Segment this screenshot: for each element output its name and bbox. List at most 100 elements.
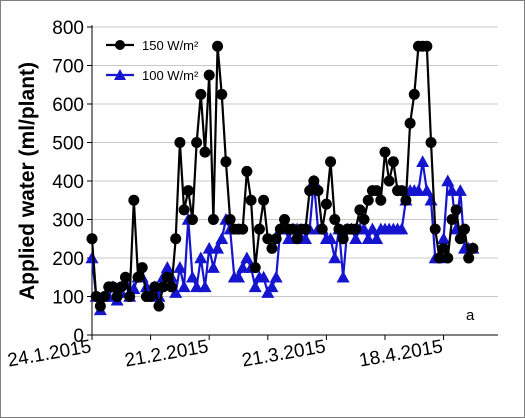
data-point — [173, 261, 187, 273]
data-point — [99, 291, 111, 302]
data-point — [231, 270, 245, 283]
data-point — [437, 232, 451, 244]
data-point — [202, 241, 216, 254]
data-point — [463, 252, 475, 264]
data-point — [433, 252, 445, 264]
data-point — [396, 185, 408, 197]
y-axis-label: Applied water (ml/plant) — [16, 62, 39, 300]
x-tick-label: 24.1.2015 — [6, 336, 93, 371]
data-point — [212, 40, 224, 52]
data-point — [174, 137, 186, 148]
data-point — [291, 233, 303, 245]
data-point — [94, 300, 106, 312]
data-point — [111, 291, 123, 302]
data-point — [191, 137, 203, 148]
data-point — [467, 242, 479, 254]
data-point — [182, 185, 194, 197]
data-point — [274, 223, 286, 235]
data-point — [375, 194, 387, 206]
data-point — [211, 241, 225, 254]
data-point — [282, 232, 296, 244]
data-point — [178, 204, 190, 216]
data-point — [361, 232, 375, 244]
data-point — [149, 281, 161, 293]
legend-label: 100 W/m² — [142, 68, 199, 83]
data-point — [266, 242, 278, 254]
y-tick-label: 400 — [52, 172, 84, 193]
data-point — [139, 280, 153, 293]
data-point — [215, 232, 229, 244]
data-point — [198, 280, 212, 293]
data-point — [370, 232, 384, 244]
data-point — [257, 270, 271, 283]
data-point — [438, 242, 450, 254]
data-point — [152, 290, 166, 302]
series-layer — [85, 40, 480, 316]
data-point — [161, 271, 173, 283]
data-point — [195, 88, 207, 100]
y-tick-label: 700 — [52, 57, 84, 78]
data-point — [395, 222, 409, 235]
data-point — [446, 214, 458, 225]
data-point — [160, 261, 174, 273]
data-point — [316, 223, 328, 235]
series-line — [90, 45, 474, 309]
data-point — [453, 184, 467, 196]
data-point — [265, 280, 279, 293]
data-point — [425, 137, 437, 148]
data-point — [325, 156, 337, 168]
data-point — [420, 184, 434, 196]
data-point — [194, 251, 208, 264]
data-point — [298, 232, 312, 244]
data-point — [421, 40, 433, 52]
data-point — [429, 223, 441, 235]
data-point — [199, 146, 211, 158]
y-tick-label: 200 — [52, 249, 84, 270]
y-tick-label: 300 — [52, 211, 84, 232]
data-point — [166, 281, 178, 293]
x-tick-label: 21.3.2015 — [240, 336, 327, 371]
data-point — [308, 175, 320, 187]
data-point — [270, 233, 282, 245]
legend: 150 W/m² 100 W/m² — [106, 38, 199, 83]
data-point — [115, 281, 127, 293]
data-point — [408, 88, 420, 100]
y-tick-label: 0 — [73, 326, 84, 347]
data-point — [379, 146, 391, 158]
data-point — [445, 184, 459, 196]
data-point — [450, 204, 462, 216]
y-tick-label: 800 — [52, 18, 84, 39]
data-point — [170, 233, 182, 245]
data-point — [249, 262, 261, 274]
y-tick-label: 500 — [52, 134, 84, 155]
legend-marker — [114, 69, 126, 80]
data-point — [329, 214, 341, 225]
data-point — [304, 185, 316, 197]
panel-label: a — [466, 307, 475, 324]
data-point — [169, 286, 183, 298]
legend-marker — [115, 40, 125, 50]
data-point — [312, 185, 324, 197]
data-point — [124, 291, 136, 302]
data-point — [119, 271, 131, 283]
data-point — [207, 214, 219, 225]
data-point — [404, 117, 416, 129]
data-point — [86, 233, 98, 245]
data-point — [224, 214, 236, 225]
data-point — [248, 280, 262, 293]
series-circle — [86, 40, 479, 312]
data-point — [411, 184, 425, 196]
data-point — [365, 222, 379, 235]
data-point — [245, 194, 257, 206]
x-tick-label: 21.2.2015 — [123, 336, 210, 371]
data-point — [358, 214, 370, 225]
data-point — [441, 174, 455, 187]
data-point — [357, 222, 371, 235]
data-point — [185, 270, 199, 283]
data-point — [236, 261, 250, 273]
data-point — [442, 252, 454, 264]
data-point — [371, 185, 383, 197]
data-point — [85, 251, 99, 264]
data-point — [400, 194, 412, 206]
y-tick-labels: 0 100 200 300 400 500 600 700 800 — [52, 18, 92, 347]
